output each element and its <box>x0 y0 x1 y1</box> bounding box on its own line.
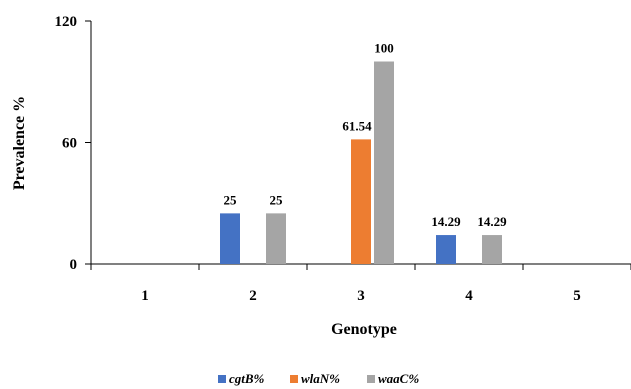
data-label: 14.29 <box>477 214 507 229</box>
y-tick-label: 0 <box>70 257 78 273</box>
bar-wlan <box>351 139 371 264</box>
x-tick-label: 4 <box>465 288 473 304</box>
data-label: 61.54 <box>342 118 372 133</box>
y-axis: 0 60 120 <box>55 14 92 273</box>
data-label: 100 <box>374 41 394 56</box>
y-tick-label: 120 <box>55 14 78 30</box>
bar-series-group <box>220 62 502 265</box>
bar-waac <box>482 235 502 264</box>
x-tick-label: 5 <box>573 288 581 304</box>
x-axis: 1 2 3 4 5 <box>91 264 631 304</box>
bar-waac <box>374 62 394 265</box>
x-tick-label: 1 <box>141 288 149 304</box>
legend-swatch <box>290 375 298 383</box>
x-axis-title: Genotype <box>331 321 397 338</box>
x-tick-label: 3 <box>357 288 365 304</box>
legend-label: wlaN% <box>301 371 340 386</box>
legend-label: waaC% <box>378 371 419 386</box>
data-label: 25 <box>224 192 238 207</box>
bar-waac <box>266 213 286 264</box>
data-label: 14.29 <box>431 214 461 229</box>
data-label: 25 <box>270 192 284 207</box>
bar-cgtb <box>436 235 456 264</box>
y-tick-label: 60 <box>62 136 77 152</box>
legend-swatch <box>218 375 226 383</box>
legend: cgtB% wlaN% waaC% <box>218 371 419 386</box>
legend-label: cgtB% <box>229 371 265 386</box>
legend-swatch <box>367 375 375 383</box>
x-tick-label: 2 <box>249 288 257 304</box>
bar-cgtb <box>220 213 240 264</box>
y-axis-title: Prevalence % <box>11 96 28 190</box>
